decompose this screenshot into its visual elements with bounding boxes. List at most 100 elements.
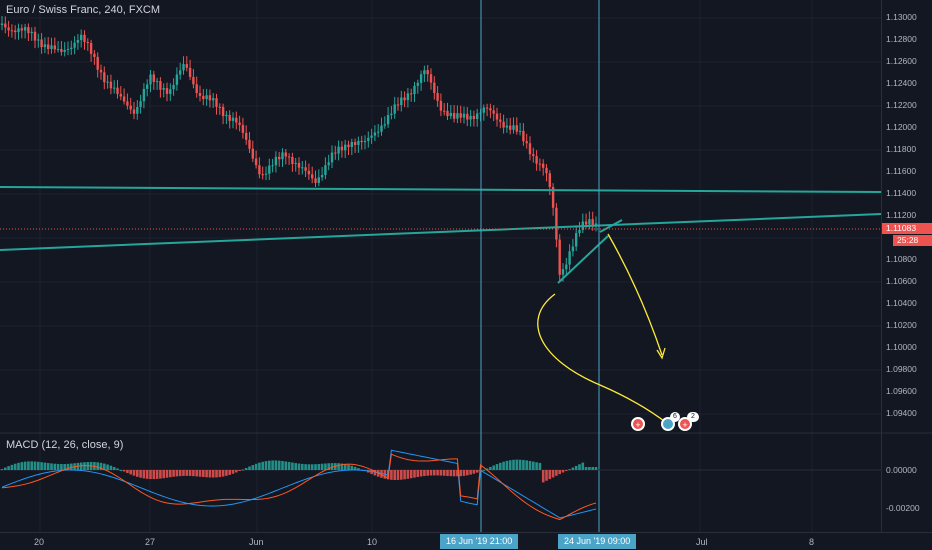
wedge-upper-line [599, 219, 623, 233]
histogram-bar [515, 459, 519, 470]
histogram-bar [558, 470, 561, 475]
histogram-bar [83, 462, 86, 470]
event-count-2: 2 [687, 412, 699, 422]
histogram-bar [423, 470, 426, 477]
candle-body [251, 148, 254, 159]
candle-body [192, 76, 195, 85]
price-axis[interactable] [881, 0, 932, 532]
histogram-bar [221, 470, 225, 477]
event-plus-icon[interactable]: + [631, 417, 645, 431]
macd-title: MACD (12, 26, close, 9) [6, 439, 124, 451]
candle-body [228, 114, 231, 121]
histogram-bar [522, 459, 525, 470]
candle-body [512, 125, 515, 130]
histogram-bar [416, 470, 420, 478]
candle-body [23, 27, 27, 31]
candle-body [538, 163, 542, 165]
candle-body [136, 107, 139, 114]
candle-body [459, 113, 462, 118]
histogram-bar [122, 470, 126, 472]
histogram-bar [63, 463, 66, 470]
histogram-bar [462, 470, 466, 476]
histogram-bar [347, 464, 350, 470]
macd-histogram [0, 459, 598, 483]
candle-body [561, 269, 565, 275]
candle-body [330, 152, 334, 163]
candle-body [571, 246, 575, 252]
candle-body [406, 93, 410, 101]
histogram-bar [175, 470, 179, 477]
candle-body [396, 104, 400, 106]
histogram-bar [103, 463, 106, 470]
candle-body [70, 47, 73, 50]
histogram-bar [116, 468, 119, 470]
candle-body [485, 107, 489, 109]
candle-body [129, 105, 132, 110]
candle-body [551, 187, 555, 208]
candle-body [545, 167, 548, 174]
histogram-bar [27, 461, 30, 470]
candle-body [525, 141, 528, 144]
candle-body [317, 177, 320, 183]
candle-body [89, 42, 93, 54]
histogram-bar [165, 470, 169, 478]
candle-body [433, 82, 436, 93]
candle-body [241, 124, 245, 133]
rising-trendline [0, 213, 882, 251]
histogram-bar [330, 463, 334, 470]
histogram-bar [13, 463, 17, 470]
countdown-label: 25:28 [893, 235, 932, 246]
candle-body [258, 165, 261, 175]
candle-body [291, 156, 294, 164]
candle-body [594, 223, 598, 226]
candle-body [47, 44, 50, 50]
histogram-bar [0, 469, 4, 471]
price-tick-label: 1.09600 [886, 386, 917, 396]
histogram-bar [581, 462, 585, 470]
candle-body [56, 48, 60, 50]
histogram-bar [258, 462, 261, 470]
candle-body [466, 113, 469, 120]
histogram-bar [475, 470, 479, 473]
candle-body [403, 97, 406, 101]
histogram-bar [112, 466, 116, 470]
candle-body [555, 207, 558, 240]
histogram-bar [178, 470, 182, 477]
histogram-bar [426, 470, 429, 476]
histogram-bar [119, 469, 123, 471]
histogram-bar [46, 463, 50, 470]
histogram-bar [482, 469, 486, 471]
time-label: Jul [696, 537, 708, 547]
histogram-bar [442, 470, 446, 476]
histogram-bar [294, 463, 297, 470]
candle-body [278, 156, 281, 160]
histogram-bar [96, 462, 99, 470]
candle-body [63, 49, 66, 52]
candle-body [284, 152, 287, 157]
candle-body [53, 45, 56, 50]
candle-body [175, 74, 179, 85]
histogram-bar [182, 470, 185, 476]
histogram-bar [142, 470, 146, 479]
current-price-label: 1.11083 [882, 223, 932, 234]
histogram-bar [79, 462, 83, 470]
candle-body [462, 113, 466, 118]
candle-body [327, 162, 330, 166]
candle-body [492, 110, 495, 114]
candle-body [522, 130, 525, 142]
candle-body [188, 67, 192, 77]
candle-body [449, 112, 452, 117]
candle-body [182, 64, 185, 71]
time-axis[interactable]: 20 27 Jun 10 Jul 8 16 Jun '19 21:00 24 J… [0, 532, 932, 550]
histogram-bar [225, 470, 228, 476]
histogram-bar [310, 464, 314, 470]
event-count: 6 [670, 412, 680, 422]
candle-body [221, 106, 225, 117]
histogram-bar [525, 460, 528, 470]
candle-body [116, 87, 119, 94]
candle-body [33, 31, 37, 41]
candle-body [215, 98, 218, 107]
candle-body [225, 114, 228, 117]
candle-body [419, 74, 423, 83]
